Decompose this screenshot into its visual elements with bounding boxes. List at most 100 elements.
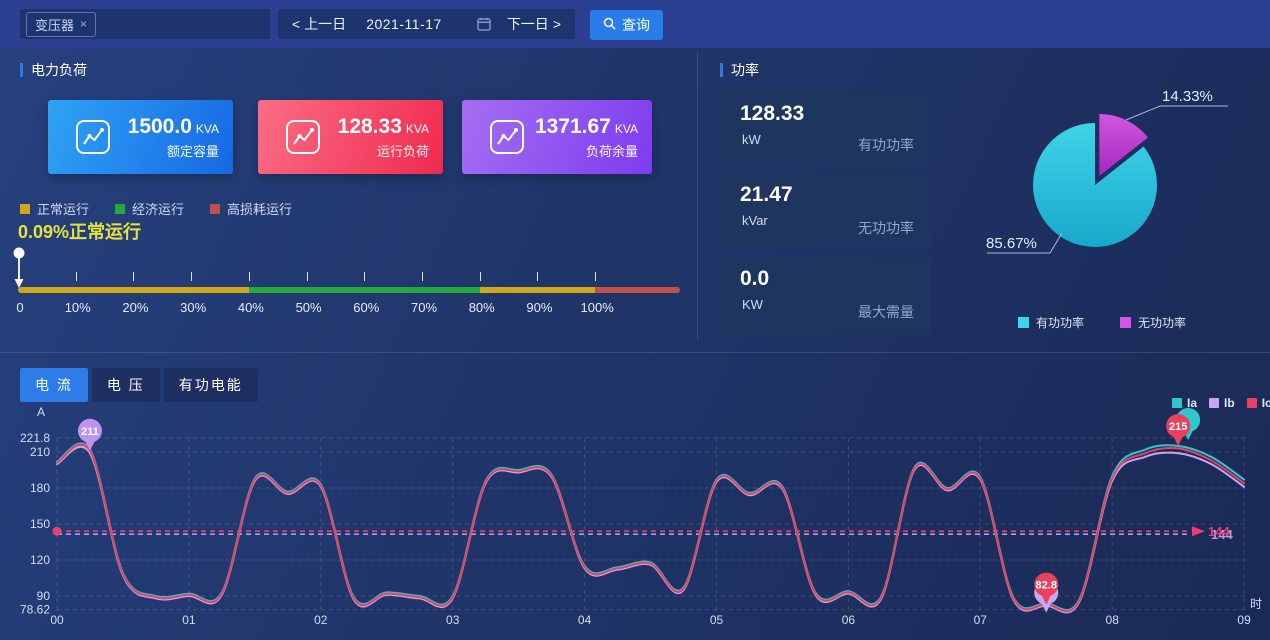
x-axis-label: 04	[578, 613, 592, 627]
series-line-Ia	[56, 442, 1246, 612]
legend-swatch	[1172, 398, 1182, 408]
y-axis-label: 210	[30, 445, 50, 459]
pie-legend: 有功功率 无功功率	[1018, 314, 1186, 331]
load-rate-value: 0.09%正常运行	[18, 222, 142, 242]
gauge-segment	[595, 287, 680, 293]
run-state-legend: 正常运行 经济运行 高损耗运行	[20, 199, 292, 218]
gauge-tick-label: 70%	[410, 300, 438, 315]
load-rate-gauge[interactable]: 0 10% 20% 30% 40% 50% 60% 70% 80% 90% 100%	[13, 246, 690, 318]
series-line-Ic	[56, 443, 1246, 613]
x-axis-label: 01	[182, 613, 196, 627]
svg-text:211: 211	[81, 426, 99, 438]
device-tag[interactable]: 变压器 ×	[26, 11, 97, 37]
svg-text:215: 215	[1169, 421, 1187, 433]
run-state-legend-item[interactable]: 正常运行	[20, 199, 89, 218]
chart-line-icon	[488, 118, 526, 156]
phase-legend-item-Ib[interactable]: Ib	[1209, 396, 1235, 410]
marker-pin-215: 215	[1166, 414, 1191, 446]
gauge-segment	[248, 287, 480, 293]
gauge-tick-label: 30%	[180, 300, 207, 315]
active-power-card: 128.33 kW 有功功率	[720, 92, 930, 168]
limit-line-label: 144	[1208, 524, 1230, 539]
date-value[interactable]: 2021-11-17	[366, 16, 442, 32]
legend-swatch	[1120, 317, 1132, 328]
measure-tabs: 电 流电 压有功电能	[20, 368, 258, 402]
device-tag-label: 变压器	[35, 17, 75, 33]
legend-label: 有功功率	[1036, 316, 1085, 330]
legend-label: 正常运行	[37, 202, 90, 217]
title-accent-bar	[20, 63, 23, 77]
gauge-tick-label: 20%	[122, 300, 149, 315]
y-axis-label: 78.62	[20, 603, 50, 617]
max-demand-card: 0.0 KW 最大需量	[720, 257, 930, 335]
gauge-segment	[479, 287, 596, 293]
run-state-legend-item[interactable]: 经济运行	[115, 199, 184, 218]
legend-swatch	[1246, 398, 1257, 408]
pie-legend-item[interactable]: 无功功率	[1120, 314, 1186, 331]
x-axis-label: 03	[446, 613, 460, 627]
date-picker: < 上一日 2021-11-17 下一日 >	[278, 9, 575, 39]
search-button[interactable]: 查询	[590, 10, 663, 40]
gauge-tick-label: 40%	[237, 300, 264, 315]
legend-swatch	[210, 203, 221, 214]
gauge-tick	[479, 272, 481, 281]
series-line-Ib	[56, 445, 1246, 614]
pie-label-active: 85.67%	[986, 235, 1037, 252]
power-panel-title: 功率	[720, 60, 759, 80]
y-axis-unit: A	[37, 405, 45, 419]
tab-current[interactable]: 电 流	[20, 368, 88, 402]
pie-legend-item[interactable]: 有功功率	[1018, 314, 1084, 331]
x-axis-label: 00	[50, 613, 64, 627]
gauge-tick-label: 80%	[468, 300, 495, 315]
pie-slice-有功功率[interactable]	[1033, 123, 1158, 247]
run-state-legend-item[interactable]: 高损耗运行	[210, 199, 292, 218]
marker-pin-82.8: 82.8	[1034, 572, 1059, 605]
device-select[interactable]: 变压器 ×	[20, 9, 270, 39]
tab-energy[interactable]: 有功电能	[163, 368, 258, 402]
x-axis-label: 02	[314, 613, 328, 627]
tag-close-icon[interactable]: ×	[80, 17, 88, 31]
legend-label: Ia	[1187, 396, 1198, 410]
gauge-tick-label: 90%	[526, 300, 553, 315]
pie-slice-无功功率[interactable]	[1099, 114, 1148, 176]
legend-swatch	[1018, 317, 1029, 328]
calendar-icon[interactable]	[477, 17, 491, 31]
chart-line-icon	[284, 118, 322, 156]
running-load-card: 128.33 KVA 运行负荷	[258, 100, 443, 174]
gauge-tick	[248, 272, 250, 281]
y-axis-label: 120	[30, 553, 50, 567]
legend-swatch	[115, 203, 126, 214]
rated-capacity-card: 1500.0 KVA 额定容量	[48, 100, 233, 174]
load-margin-card: 1371.67 KVA 负荷余量	[462, 100, 652, 174]
next-day-button[interactable]: 下一日 >	[506, 16, 561, 32]
gauge-tick	[422, 272, 423, 281]
pie-label-reactive: 14.33%	[1162, 88, 1213, 105]
svg-text:144: 144	[1211, 527, 1233, 542]
chart-line-icon	[74, 118, 112, 156]
search-icon	[603, 17, 616, 33]
svg-text:82.8: 82.8	[1036, 580, 1057, 592]
gauge-tick-label: 60%	[353, 300, 380, 315]
gauge-tick	[191, 272, 193, 281]
gauge-marker[interactable]	[7, 246, 31, 297]
gauge-tick	[306, 272, 308, 281]
gauge-tick	[595, 272, 597, 281]
gauge-tick-label: 0	[16, 300, 24, 315]
load-panel-title: 电力负荷	[20, 60, 87, 80]
prev-day-button[interactable]: < 上一日	[292, 16, 347, 32]
chevron-right-icon: >	[552, 16, 561, 32]
x-axis-unit: 时	[1250, 597, 1262, 611]
y-axis-label: 221.8	[20, 431, 50, 445]
phase-legend-item-Ic[interactable]: Ic	[1246, 396, 1270, 410]
tab-voltage[interactable]: 电 压	[91, 368, 160, 402]
legend-label: 高损耗运行	[227, 202, 293, 217]
x-axis-label: 07	[974, 613, 988, 627]
horizontal-divider	[0, 352, 1270, 353]
legend-swatch	[1209, 398, 1220, 408]
top-toolbar: 变压器 × < 上一日 2021-11-17 下一日 > 查询	[0, 0, 1270, 48]
x-axis-label: 08	[1106, 613, 1120, 627]
power-pie-chart[interactable]: 14.33% 85.67%	[950, 70, 1270, 320]
phase-legend-item-Ia[interactable]: Ia	[1172, 396, 1197, 410]
